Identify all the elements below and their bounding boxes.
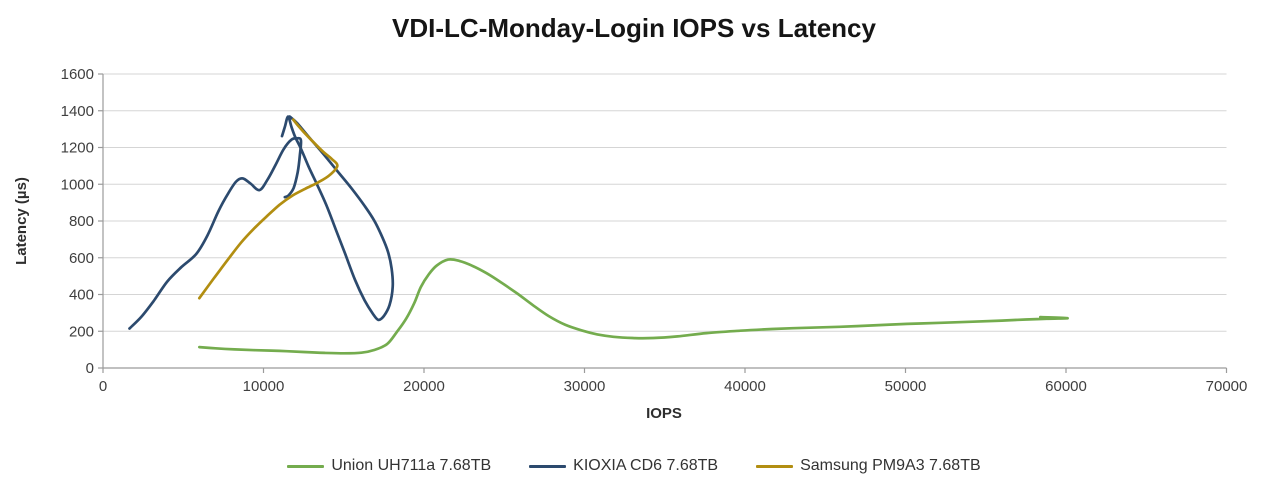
x-tick-label: 10000 bbox=[243, 378, 285, 395]
legend-swatch-kioxia-cd6-7-68tb bbox=[529, 464, 567, 468]
gridline-layer bbox=[103, 73, 1227, 332]
series-line-kioxia-cd6-7-68tb bbox=[128, 136, 303, 330]
series-line-union-uh711a-7-68tb bbox=[197, 257, 1069, 355]
x-tick-label: 40000 bbox=[724, 378, 766, 395]
y-tick-label: 600 bbox=[69, 250, 94, 267]
x-tick-label: 70000 bbox=[1206, 378, 1248, 395]
x-axis-title: IOPS bbox=[646, 405, 682, 422]
legend-label: Union UH711a 7.68TB bbox=[331, 457, 492, 474]
y-tick-label: 1600 bbox=[61, 66, 94, 83]
legend-item-samsung-pm9a3-7-68tb: Samsung PM9A3 7.68TB bbox=[756, 457, 981, 475]
legend-item-union-uh711a-7-68tb: Union UH711a 7.68TB bbox=[287, 457, 491, 475]
x-tick-label: 0 bbox=[99, 378, 107, 395]
y-tick-label: 1000 bbox=[61, 176, 94, 193]
legend-label: KIOXIA CD6 7.68TB bbox=[573, 457, 719, 474]
x-tick-label: 20000 bbox=[403, 378, 445, 395]
y-tick-label: 1200 bbox=[61, 140, 94, 157]
legend-label: Samsung PM9A3 7.68TB bbox=[800, 457, 981, 474]
axis-layer: 0 10000 20000 30000 40000 50000 60000 70000 0 200… bbox=[61, 66, 1248, 395]
legend-item-kioxia-cd6-7-68tb: KIOXIA CD6 7.68TB bbox=[529, 457, 718, 475]
legend-swatch-samsung-pm9a3-7-68tb bbox=[756, 464, 794, 468]
legend: Union UH711a 7.68TB KIOXIA CD6 7.68TB Sams… bbox=[0, 457, 1268, 475]
series-line-samsung-pm9a3-7-68tb bbox=[197, 118, 339, 300]
y-axis-title: Latency (µs) bbox=[13, 177, 30, 265]
x-tick-label: 30000 bbox=[564, 378, 606, 395]
y-tick-label: 0 bbox=[86, 360, 94, 377]
y-tick-label: 200 bbox=[69, 323, 94, 340]
plot-area: 0 10000 20000 30000 40000 50000 60000 70000 0 200… bbox=[13, 66, 1248, 422]
legend-swatch-union-uh711a-7-68tb bbox=[287, 464, 325, 468]
x-tick-label: 60000 bbox=[1045, 378, 1087, 395]
series-line-kioxia-cd6-7-68tb bbox=[280, 115, 395, 322]
series-layer bbox=[128, 115, 1069, 355]
chart-title: VDI-LC-Monday-Login IOPS vs Latency bbox=[392, 13, 876, 43]
y-tick-label: 400 bbox=[69, 287, 94, 304]
x-tick-label: 50000 bbox=[885, 378, 927, 395]
y-tick-label: 800 bbox=[69, 213, 94, 230]
y-tick-label: 1400 bbox=[61, 103, 94, 120]
